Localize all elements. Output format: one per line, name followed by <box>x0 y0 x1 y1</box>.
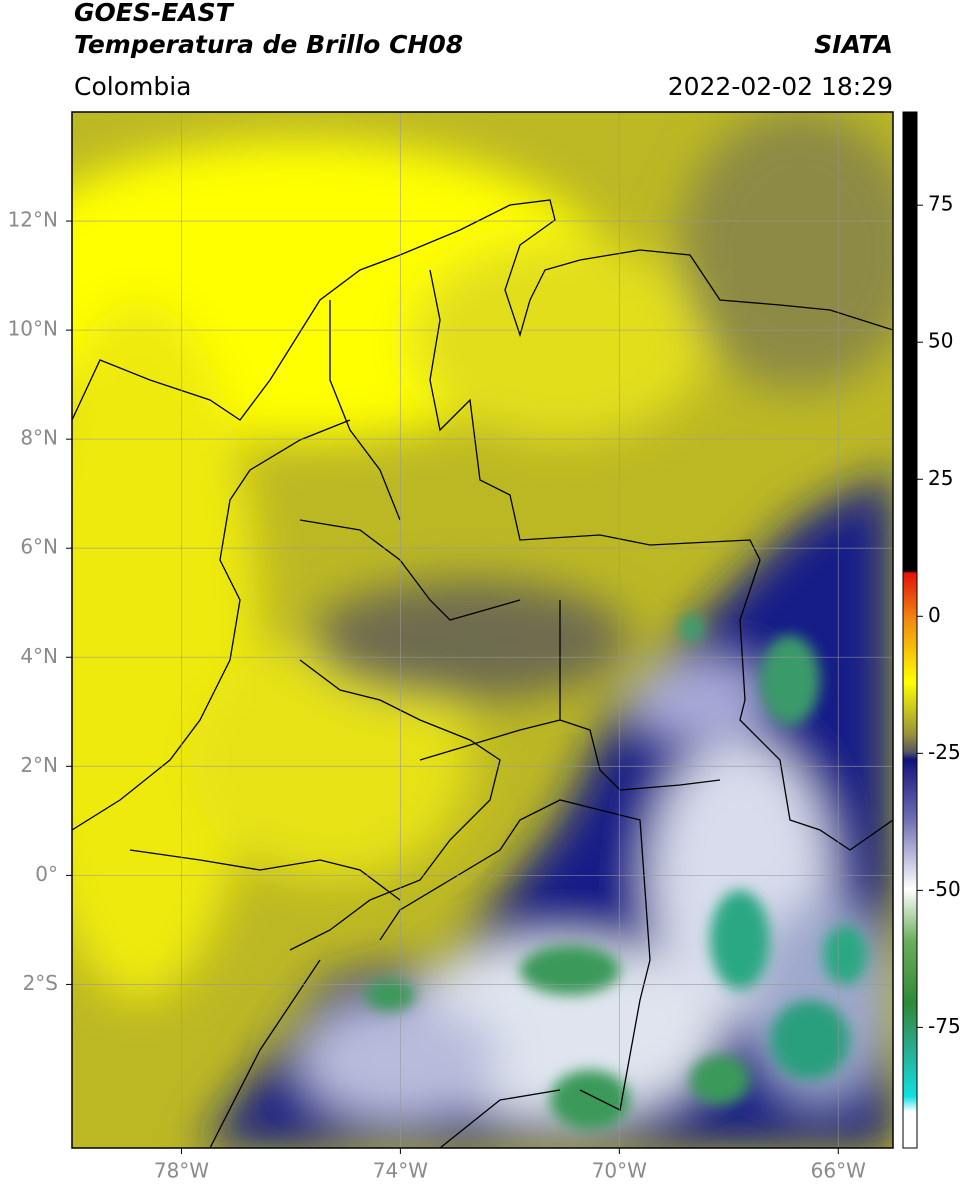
colorbar-tick-label: 0 <box>928 603 941 627</box>
y-tick-label: 8°N <box>20 426 58 450</box>
map-frame <box>71 111 894 1149</box>
grid <box>72 112 893 1148</box>
y-tick-label: 12°N <box>8 208 58 232</box>
y-tick-label: 6°N <box>20 535 58 559</box>
y-tick-label: 4°N <box>20 644 58 668</box>
colorbar-tick-label: -75 <box>928 1014 961 1038</box>
subtitle: Temperatura de Brillo CH08 <box>74 30 463 59</box>
colorbar-tick-label: -25 <box>928 740 961 764</box>
x-tick-label: 66°W <box>811 1159 866 1183</box>
y-tick-label: 0° <box>35 862 58 886</box>
source: SIATA <box>814 30 893 59</box>
x-tick-label: 78°W <box>154 1159 209 1183</box>
x-tick-label: 70°W <box>592 1159 647 1183</box>
colorbar <box>902 111 918 1149</box>
colorbar-tick-label: 25 <box>928 466 953 490</box>
y-tick-label: 2°S <box>23 971 58 995</box>
title: GOES-EAST <box>74 0 235 27</box>
y-tick-label: 2°N <box>20 753 58 777</box>
region: Colombia <box>74 72 191 101</box>
colorbar-tick-label: 75 <box>928 192 953 216</box>
x-tick-label: 74°W <box>373 1159 428 1183</box>
y-tick-label: 10°N <box>8 317 58 341</box>
timestamp: 2022-02-02 18:29 <box>668 72 893 101</box>
colorbar-tick-label: 50 <box>928 329 953 353</box>
satellite-image <box>72 112 893 1148</box>
colorbar-tick-label: -50 <box>928 877 961 901</box>
